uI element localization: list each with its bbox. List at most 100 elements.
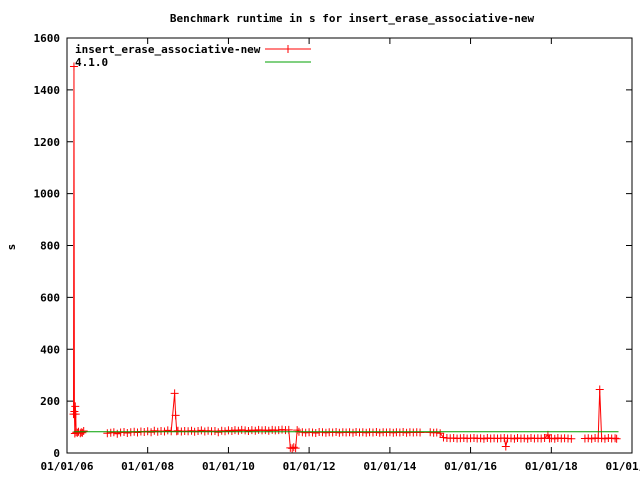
series-layer bbox=[69, 62, 621, 453]
data-point bbox=[244, 426, 253, 435]
data-point bbox=[553, 433, 562, 442]
data-point bbox=[479, 434, 488, 443]
data-point bbox=[184, 427, 193, 436]
data-point bbox=[278, 425, 287, 434]
data-point bbox=[368, 428, 377, 437]
data-point bbox=[612, 434, 621, 443]
data-point bbox=[520, 434, 529, 443]
data-point bbox=[395, 428, 404, 437]
data-point bbox=[217, 426, 226, 435]
data-point bbox=[170, 389, 179, 398]
y-axis: 0 200 400 600 800 1000 1200 1400 1600 bbox=[34, 32, 632, 460]
y-tick-label: 600 bbox=[40, 291, 60, 304]
x-axis: 01/01/06 01/01/08 01/01/10 01/01/12 01/01/14… bbox=[41, 38, 640, 473]
data-point bbox=[69, 62, 78, 71]
series-0 bbox=[69, 62, 621, 453]
data-point bbox=[459, 433, 468, 442]
data-point bbox=[234, 426, 243, 435]
y-tick-label: 1600 bbox=[34, 32, 61, 45]
data-point bbox=[483, 433, 492, 442]
series-line bbox=[73, 66, 85, 434]
data-point bbox=[439, 433, 448, 442]
x-tick-label: 01/01/20 bbox=[606, 460, 640, 473]
data-point bbox=[147, 428, 156, 437]
data-point bbox=[210, 426, 219, 435]
data-point bbox=[123, 429, 132, 438]
data-point bbox=[261, 426, 270, 435]
data-point bbox=[103, 429, 112, 438]
data-point bbox=[251, 426, 260, 435]
data-point bbox=[362, 428, 371, 437]
data-point bbox=[584, 434, 593, 443]
data-point bbox=[79, 426, 88, 435]
data-point bbox=[254, 425, 263, 434]
data-point bbox=[567, 434, 576, 443]
data-point bbox=[432, 428, 441, 437]
y-axis-label: s bbox=[5, 244, 18, 251]
y-tick-label: 200 bbox=[40, 395, 60, 408]
data-point bbox=[157, 426, 166, 435]
data-point bbox=[308, 428, 317, 437]
data-point bbox=[78, 428, 87, 437]
y-tick-label: 1200 bbox=[34, 136, 61, 149]
x-tick-label: 01/01/10 bbox=[202, 460, 255, 473]
data-point bbox=[449, 433, 458, 442]
data-point bbox=[289, 443, 298, 452]
data-point bbox=[416, 428, 425, 437]
data-point bbox=[150, 426, 159, 435]
data-point bbox=[595, 385, 604, 394]
data-point bbox=[194, 426, 203, 435]
data-point bbox=[301, 428, 310, 437]
data-point bbox=[237, 425, 246, 434]
data-point bbox=[597, 434, 606, 443]
data-point bbox=[133, 428, 142, 437]
x-tick-label: 01/01/16 bbox=[444, 460, 497, 473]
data-point bbox=[436, 429, 445, 438]
y-tick-label: 1000 bbox=[34, 188, 61, 201]
data-point bbox=[318, 428, 327, 437]
data-point bbox=[311, 429, 320, 438]
x-tick-label: 01/01/14 bbox=[363, 460, 416, 473]
data-point bbox=[214, 428, 223, 437]
y-tick-label: 800 bbox=[40, 240, 60, 253]
data-point bbox=[402, 428, 411, 437]
data-point bbox=[173, 426, 182, 435]
data-point bbox=[241, 426, 250, 435]
data-point bbox=[197, 426, 206, 435]
data-point bbox=[358, 428, 367, 437]
data-point bbox=[284, 425, 293, 434]
data-point bbox=[476, 434, 485, 443]
data-point bbox=[109, 428, 118, 437]
data-point bbox=[116, 428, 125, 437]
data-point bbox=[113, 429, 122, 438]
data-point bbox=[274, 426, 283, 435]
data-point bbox=[527, 433, 536, 442]
data-point bbox=[537, 434, 546, 443]
legend-label: insert_erase_associative-new bbox=[75, 43, 261, 56]
data-point bbox=[126, 428, 135, 437]
data-point bbox=[291, 444, 300, 453]
data-point bbox=[523, 434, 532, 443]
data-point bbox=[293, 426, 302, 435]
legend-label: 4.1.0 bbox=[75, 56, 108, 69]
y-tick-label: 0 bbox=[53, 447, 60, 460]
data-point bbox=[204, 426, 213, 435]
series-line bbox=[107, 393, 572, 449]
data-point bbox=[143, 427, 152, 436]
data-point bbox=[600, 434, 609, 443]
data-point bbox=[298, 428, 307, 437]
data-point bbox=[335, 428, 344, 437]
x-tick-label: 01/01/08 bbox=[121, 460, 174, 473]
x-tick-label: 01/01/18 bbox=[525, 460, 578, 473]
data-point bbox=[513, 433, 522, 442]
data-point bbox=[321, 428, 330, 437]
data-point bbox=[501, 442, 510, 451]
data-point bbox=[500, 433, 509, 442]
data-point bbox=[71, 410, 80, 419]
chart-title: Benchmark runtime in s for insert_erase_… bbox=[170, 12, 535, 25]
plot-frame bbox=[66, 37, 633, 454]
y-tick-label: 400 bbox=[40, 343, 60, 356]
data-point bbox=[221, 427, 230, 436]
